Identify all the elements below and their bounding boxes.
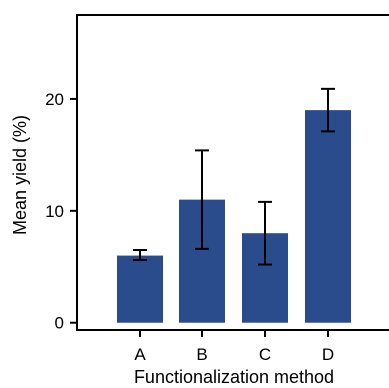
y-axis-label: Mean yield (%)	[10, 115, 30, 235]
x-axis-label: Functionalization method	[134, 367, 334, 387]
y-axis-ticks: 0 10 20	[45, 90, 77, 333]
x-axis-ticks: A B C D	[134, 330, 334, 364]
x-tick-label-d: D	[322, 345, 334, 364]
x-tick-label-c: C	[259, 345, 271, 364]
bar-a	[117, 255, 163, 323]
error-bar-d	[321, 87, 335, 133]
y-tick-label: 0	[55, 314, 64, 333]
y-tick-label: 10	[45, 202, 64, 221]
error-bar-c	[258, 200, 272, 266]
plot-frame	[76, 14, 389, 331]
error-bar-b	[195, 149, 209, 250]
error-bars	[133, 87, 335, 266]
x-tick-label-a: A	[134, 345, 146, 364]
y-tick-label: 20	[45, 90, 64, 109]
bars	[117, 110, 351, 323]
error-bar-a	[133, 248, 147, 262]
bar-d	[305, 110, 351, 323]
x-tick-label-b: B	[196, 345, 207, 364]
